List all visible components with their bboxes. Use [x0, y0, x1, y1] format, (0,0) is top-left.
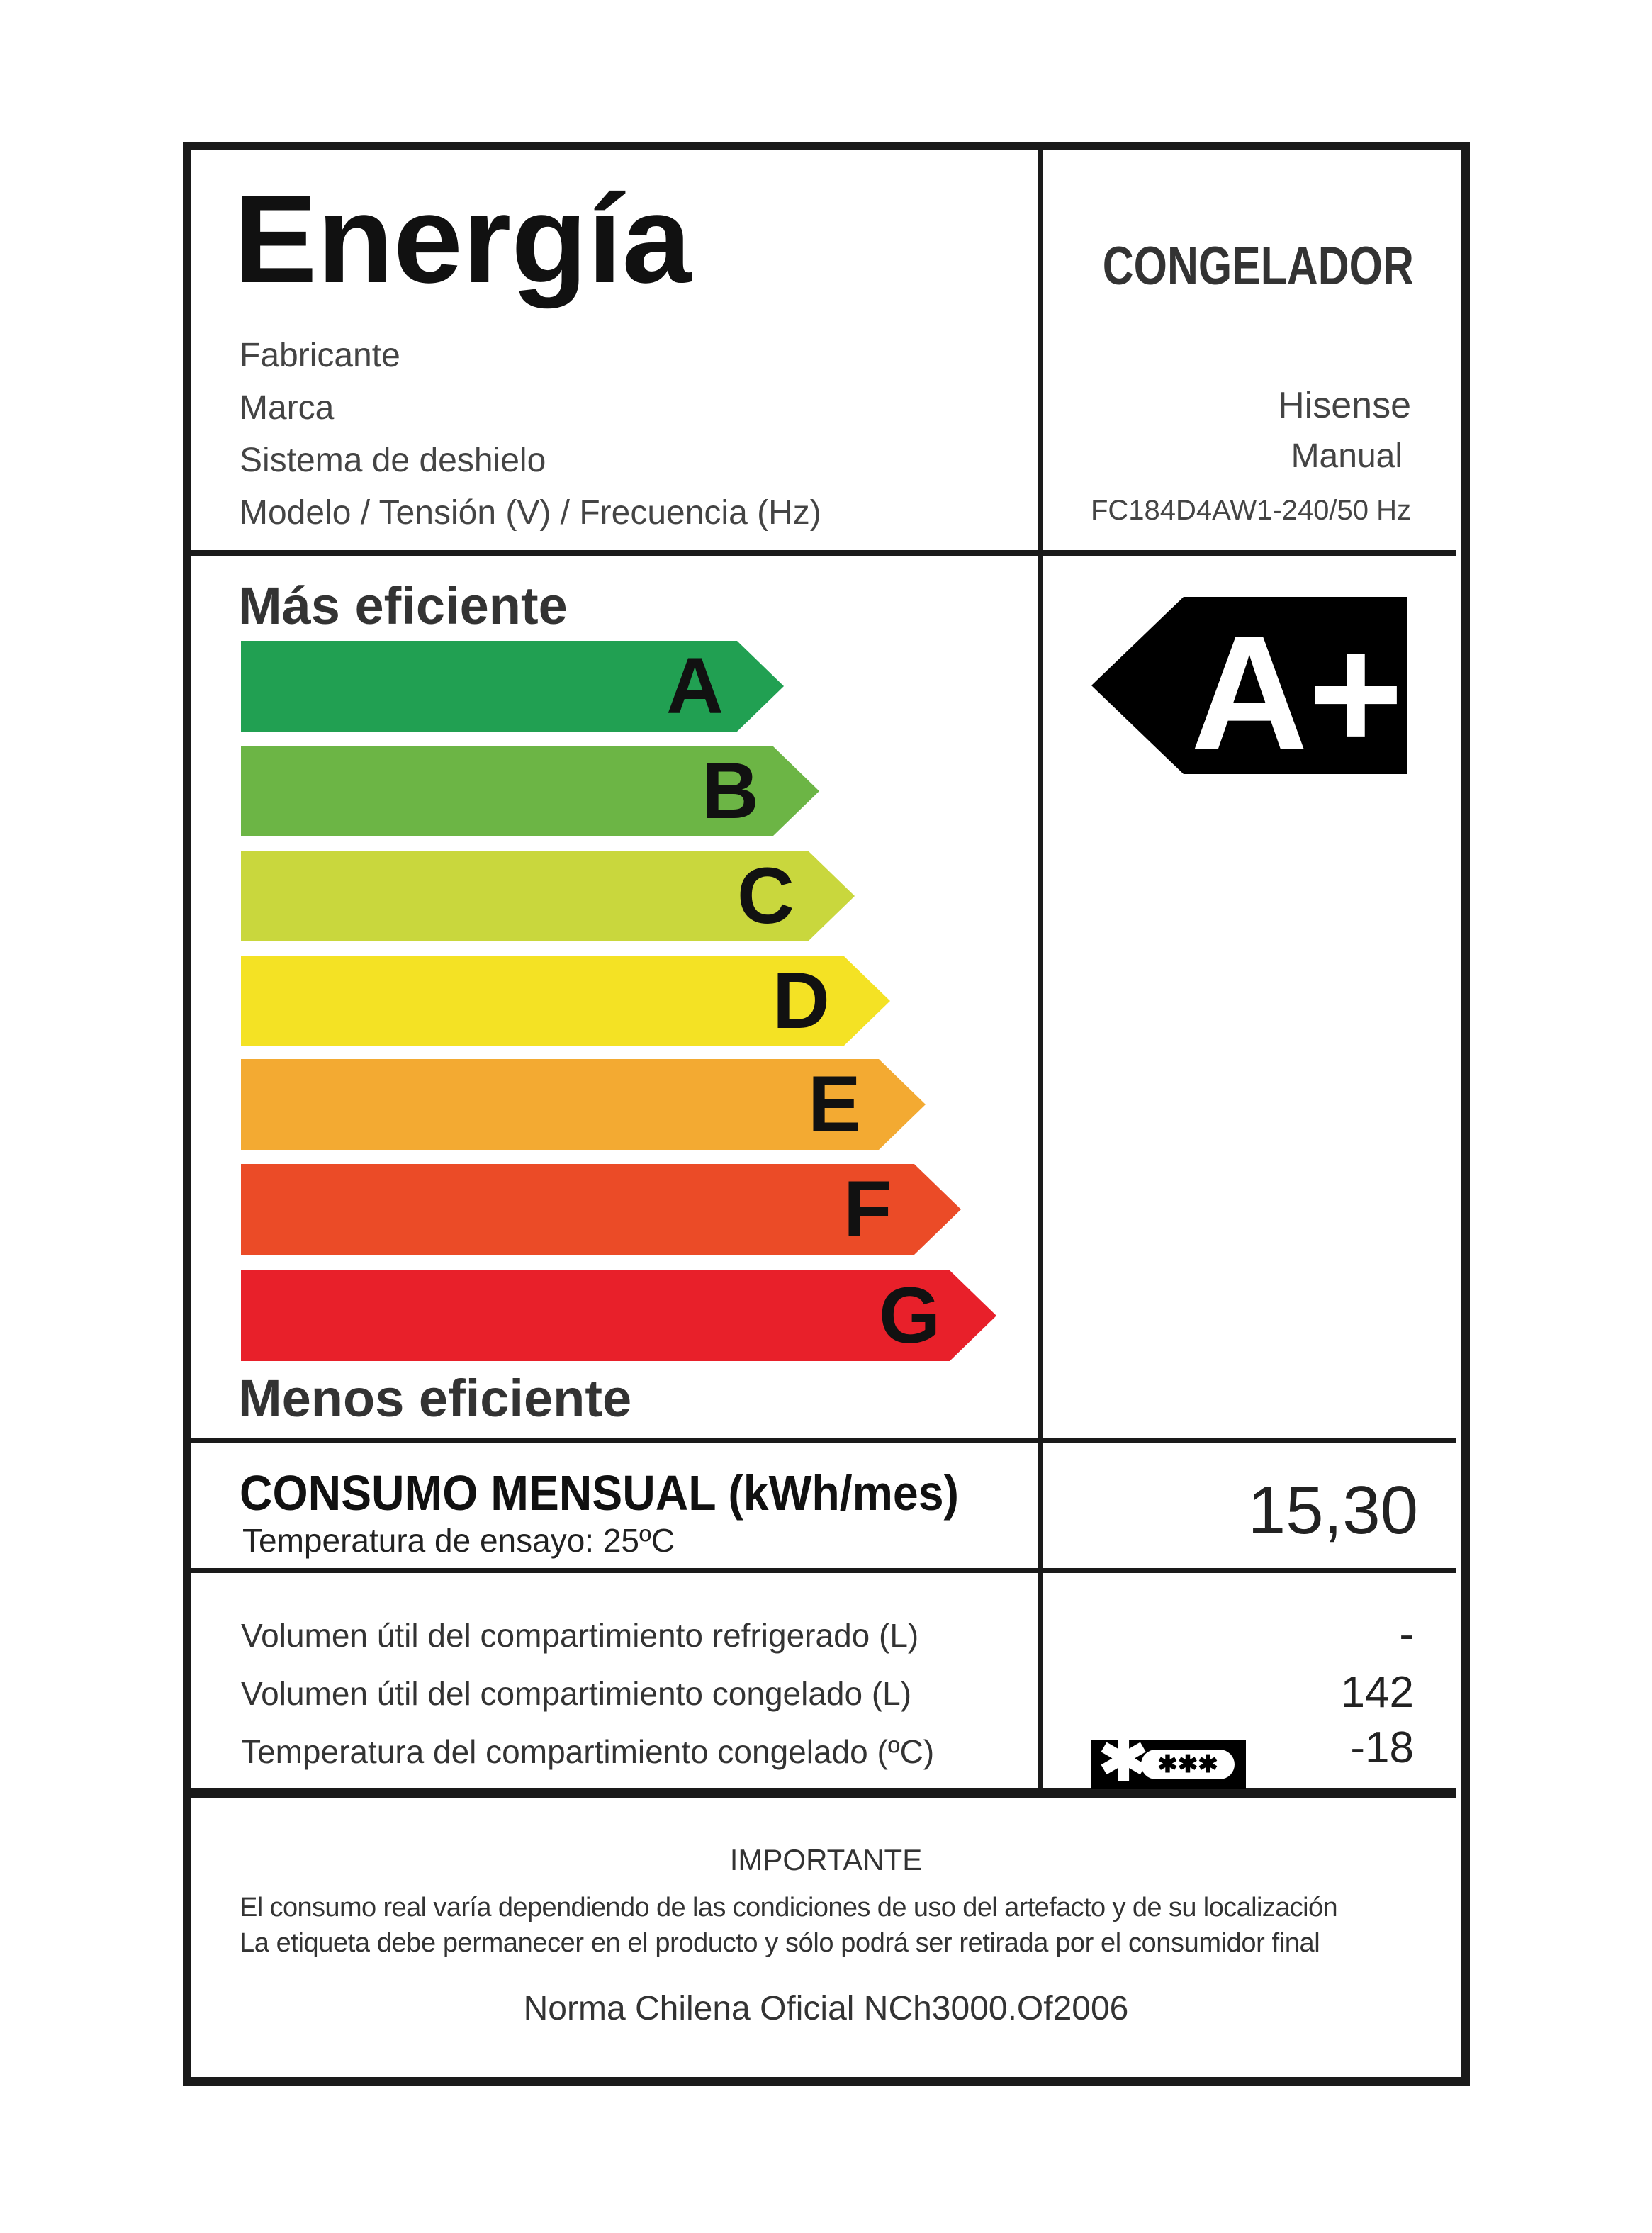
more-efficient-label: Más eficiente — [238, 576, 568, 635]
consumption-sublabel: Temperatura de ensayo: 25ºC — [242, 1522, 675, 1559]
footer-line-2: La etiqueta debe permanecer en el produc… — [240, 1928, 1320, 1958]
efficiency-letter: G — [879, 1271, 941, 1360]
field-value-modelo: FC184D4AW1-240/50 Hz — [1090, 495, 1411, 526]
spec-value-refrigerado: - — [1399, 1610, 1414, 1659]
spec-label-refrigerado: Volumen útil del compartimiento refriger… — [241, 1617, 919, 1654]
divider — [187, 1788, 1456, 1798]
efficiency-bar-f: F — [241, 1164, 961, 1255]
divider — [187, 1438, 1456, 1443]
efficiency-bar-b: B — [241, 746, 819, 836]
footer-norm: Norma Chilena Oficial NCh3000.Of2006 — [523, 1990, 1129, 2027]
efficiency-letter: D — [772, 956, 830, 1045]
page-title: Energía — [234, 170, 692, 309]
divider — [1038, 149, 1043, 1793]
spec-label-temperatura: Temperatura del compartimiento congelado… — [241, 1733, 935, 1770]
efficiency-letter: A — [666, 642, 724, 730]
efficiency-bar-e: E — [241, 1059, 926, 1150]
rating-text: A+ — [1191, 602, 1403, 774]
footer-line-1: El consumo real varía dependiendo de las… — [240, 1893, 1338, 1923]
spec-value-temperatura: -18 — [1350, 1723, 1414, 1772]
spec-label-congelado: Volumen útil del compartimiento congelad… — [241, 1675, 912, 1712]
field-label-modelo: Modelo / Tensión (V) / Frecuencia (Hz) — [240, 494, 821, 532]
efficiency-letter: E — [808, 1060, 861, 1148]
divider — [187, 1568, 1456, 1573]
field-value-deshielo: Manual — [1291, 437, 1403, 475]
rating-arrow: A+ — [1091, 597, 1407, 774]
less-efficient-label: Menos eficiente — [238, 1369, 632, 1428]
category-label: CONGELADOR — [1102, 236, 1414, 296]
efficiency-letter: F — [843, 1165, 892, 1253]
efficiency-letter: B — [702, 746, 759, 835]
efficiency-bar-d: D — [241, 956, 890, 1046]
divider — [187, 550, 1456, 556]
efficiency-letter: C — [737, 851, 794, 940]
efficiency-bar-g: G — [241, 1270, 996, 1361]
spec-value-congelado: 142 — [1340, 1668, 1414, 1717]
consumption-label: CONSUMO MENSUAL (kWh/mes) — [240, 1465, 959, 1521]
field-label-marca: Marca — [240, 389, 335, 427]
field-label-deshielo: Sistema de deshielo — [240, 442, 546, 479]
label-frame — [183, 142, 1470, 2086]
footer-heading: IMPORTANTE — [729, 1843, 923, 1876]
freezer-star-rating-icon: ✱ ✱✱✱ — [1091, 1730, 1246, 1789]
efficiency-bar-c: C — [241, 851, 855, 941]
efficiency-bar-a: A — [241, 641, 784, 732]
field-value-marca: Hisense — [1278, 385, 1411, 426]
consumption-value: 15,30 — [1247, 1472, 1418, 1548]
field-label-fabricante: Fabricante — [240, 337, 400, 374]
